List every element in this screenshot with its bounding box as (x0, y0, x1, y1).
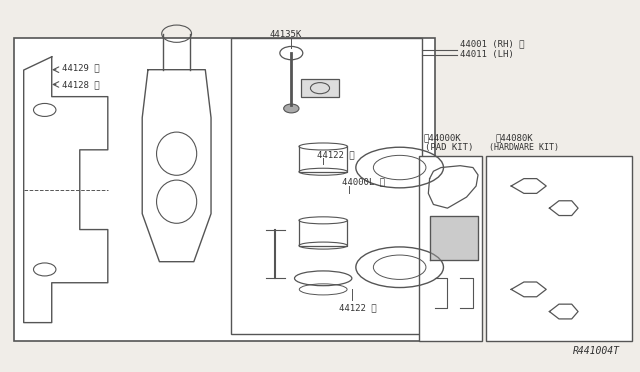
Text: 44000L ※: 44000L ※ (342, 178, 385, 187)
Text: 44122 ※: 44122 ※ (317, 150, 355, 159)
Text: ※44000K: ※44000K (423, 134, 461, 142)
Text: 44129 ※: 44129 ※ (62, 63, 100, 72)
Circle shape (284, 104, 299, 113)
FancyBboxPatch shape (301, 79, 339, 97)
Bar (14, 38, 435, 341)
Text: R441004T: R441004T (573, 346, 620, 356)
Text: 44122 ※: 44122 ※ (339, 303, 377, 312)
Text: (HARDWARE KIT): (HARDWARE KIT) (489, 143, 559, 152)
Bar (419, 157, 483, 341)
Text: 44011 (LH): 44011 (LH) (460, 51, 514, 60)
Text: 44128 ※: 44128 ※ (62, 80, 100, 89)
Bar (486, 157, 632, 341)
Text: 44135K: 44135K (269, 30, 301, 39)
Text: 44001 (RH) ※: 44001 (RH) ※ (460, 39, 525, 48)
Text: (PAD KIT): (PAD KIT) (425, 143, 474, 152)
Text: ※44080K: ※44080K (495, 134, 533, 142)
Bar (231, 38, 422, 334)
